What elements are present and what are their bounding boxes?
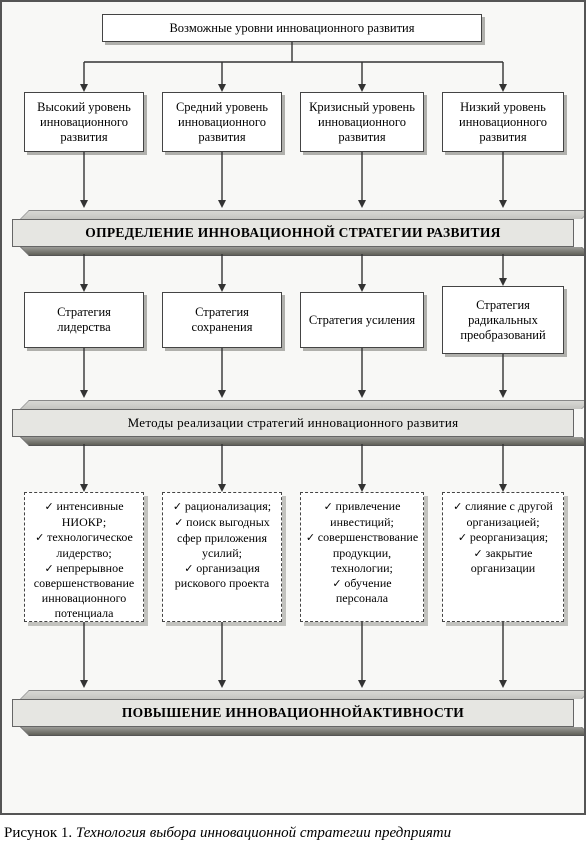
method-item: обучение персонала: [305, 576, 419, 607]
method-item: организация рискового проекта: [167, 561, 277, 592]
method-item: реорганизация;: [447, 530, 559, 546]
level-label: Низкий уровень инновационного развития: [447, 100, 559, 145]
figure-caption: Рисунок 1. Технология выбора инновационн…: [0, 815, 586, 842]
methods-box-4: слияние с другой организацией; реорганиз…: [442, 492, 564, 622]
bar-methods: Методы реализации стратегий инновационно…: [12, 400, 574, 446]
level-box-low: Низкий уровень инновационного развития: [442, 92, 564, 152]
methods-box-2: рационализация; поиск выгодных сфер прил…: [162, 492, 282, 622]
methods-box-3: привлечение инвестиций; совершенствовани…: [300, 492, 424, 622]
header-box: Возможные уровни инновационного развития: [102, 14, 482, 42]
strategy-box-strengthen: Стратегия усиления: [300, 292, 424, 348]
level-box-high: Высокий уровень инновационного развития: [24, 92, 144, 152]
strategy-label: Стратегия лидерства: [29, 305, 139, 335]
method-item: непрерывное совершенствование инновацион…: [29, 561, 139, 622]
caption-prefix: Рисунок 1.: [4, 825, 76, 841]
level-label: Средний уровень инновационного развития: [167, 100, 277, 145]
level-box-crisis: Кризисный уровень инновационного развити…: [300, 92, 424, 152]
strategy-label: Стратегия радикальных преобразований: [447, 298, 559, 343]
method-item: интенсивные НИОКР;: [29, 499, 139, 530]
flowchart-canvas: Возможные уровни инновационного развития…: [0, 0, 586, 815]
bar-define-strategy: ОПРЕДЕЛЕНИЕ ИННОВАЦИОННОЙ СТРАТЕГИИ РАЗВ…: [12, 210, 574, 256]
method-item: технологическое лидерство;: [29, 530, 139, 561]
bar-label: ОПРЕДЕЛЕНИЕ ИННОВАЦИОННОЙ СТРАТЕГИИ РАЗВ…: [85, 225, 500, 240]
methods-list: рационализация; поиск выгодных сфер прил…: [167, 499, 277, 591]
methods-list: слияние с другой организацией; реорганиз…: [447, 499, 559, 576]
method-item: поиск выгодных сфер приложения усилий;: [167, 515, 277, 561]
methods-list: интенсивные НИОКР; технологическое лидер…: [29, 499, 139, 621]
method-item: закрытие организации: [447, 546, 559, 577]
methods-box-1: интенсивные НИОКР; технологическое лидер…: [24, 492, 144, 622]
method-item: привлечение инвестиций;: [305, 499, 419, 530]
strategy-box-preservation: Стратегия сохранения: [162, 292, 282, 348]
strategy-label: Стратегия усиления: [309, 313, 415, 328]
method-item: совершенствование продукции, технологии;: [305, 530, 419, 576]
method-item: рационализация;: [167, 499, 277, 515]
strategy-box-leadership: Стратегия лидерства: [24, 292, 144, 348]
bar-result: ПОВЫШЕНИЕ ИННОВАЦИОННОЙАКТИВНОСТИ: [12, 690, 574, 736]
level-label: Высокий уровень инновационного развития: [29, 100, 139, 145]
header-label: Возможные уровни инновационного развития: [169, 21, 414, 36]
method-item: слияние с другой организацией;: [447, 499, 559, 530]
bar-label: ПОВЫШЕНИЕ ИННОВАЦИОННОЙАКТИВНОСТИ: [122, 705, 464, 720]
strategy-box-radical: Стратегия радикальных преобразований: [442, 286, 564, 354]
level-label: Кризисный уровень инновационного развити…: [305, 100, 419, 145]
caption-text: Технология выбора инновационной стратеги…: [76, 825, 451, 841]
level-box-medium: Средний уровень инновационного развития: [162, 92, 282, 152]
methods-list: привлечение инвестиций; совершенствовани…: [305, 499, 419, 606]
strategy-label: Стратегия сохранения: [167, 305, 277, 335]
bar-label: Методы реализации стратегий инновационно…: [128, 415, 459, 430]
